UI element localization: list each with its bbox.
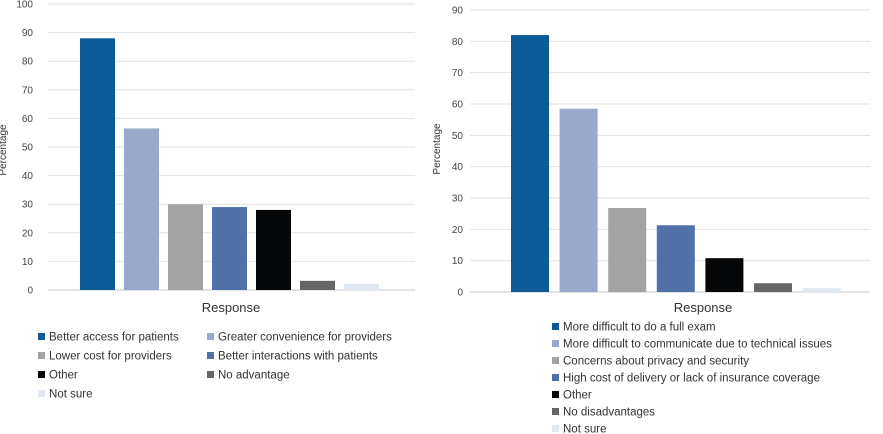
y-tick-label: 70 <box>452 68 464 79</box>
legend-label: Not sure <box>563 424 606 434</box>
legend-swatch <box>207 371 214 378</box>
bar-7 <box>344 283 379 290</box>
y-tick-label: 10 <box>22 257 34 268</box>
legend-swatch <box>552 374 559 381</box>
legend-swatch <box>38 371 45 378</box>
y-tick-label: 70 <box>22 85 34 96</box>
legend-item: No disadvantages <box>552 407 655 419</box>
bar-2 <box>559 108 598 292</box>
y-tick-label: 60 <box>22 114 34 125</box>
legend-swatch <box>552 408 559 415</box>
legend-label: No disadvantages <box>563 407 655 419</box>
y-tick-label: 50 <box>452 131 464 142</box>
y-axis-title: Percentage <box>432 123 443 175</box>
bar-5 <box>705 258 744 292</box>
legend-item: Better interactions with patients <box>207 351 378 363</box>
legend-label: High cost of delivery or lack of insuran… <box>563 373 820 385</box>
chart-disadvantages: 0 10 20 30 40 50 60 70 80 90 Percentage Response Mor… <box>432 6 870 434</box>
y-tick-label: 100 <box>16 0 33 11</box>
legend-swatch <box>38 352 45 359</box>
legend-label: No advantage <box>218 370 290 382</box>
bar-2 <box>124 128 159 290</box>
bar-1 <box>80 38 115 290</box>
bar-4 <box>212 207 247 290</box>
y-axis-title: Percentage <box>0 124 9 176</box>
bar-3 <box>608 208 647 292</box>
y-tick-label: 50 <box>22 143 34 154</box>
legend-label: Better interactions with patients <box>218 351 378 363</box>
legend-item: Not sure <box>552 424 606 434</box>
y-tick-label: 20 <box>452 225 464 236</box>
x-axis-title: Response <box>202 300 261 315</box>
bar-6 <box>754 283 792 292</box>
x-axis-title: Response <box>674 300 733 315</box>
legend-item: No advantage <box>207 370 290 382</box>
legend-swatch <box>38 333 45 340</box>
bar-4 <box>656 225 695 292</box>
legend-swatch <box>552 357 559 364</box>
legend-item: More difficult to communicate due to tec… <box>552 339 832 351</box>
legend-swatch <box>207 352 214 359</box>
legend-label: Lower cost for providers <box>49 351 172 363</box>
legend-swatch <box>38 390 45 397</box>
y-tick-label: 30 <box>452 194 464 205</box>
y-tick-label: 60 <box>452 100 464 111</box>
y-tick-label: 80 <box>22 57 34 68</box>
y-tick-label: 0 <box>457 288 463 299</box>
legend-swatch <box>552 340 559 347</box>
legend-item: Concerns about privacy and security <box>552 356 749 368</box>
legend-label: Greater convenience for providers <box>218 332 392 344</box>
legend-swatch <box>552 391 559 398</box>
bar-1 <box>511 35 549 293</box>
legend-label: Concerns about privacy and security <box>563 356 749 368</box>
y-tick-label: 40 <box>22 171 34 182</box>
legend-label: Other <box>563 390 592 402</box>
legend-item: High cost of delivery or lack of insuran… <box>552 373 820 385</box>
legend-item: More difficult to do a full exam <box>552 322 716 334</box>
y-tick-label: 20 <box>22 228 34 239</box>
y-tick-label: 90 <box>22 28 34 39</box>
legend-item: Other <box>38 370 78 382</box>
legend-item: Better access for patients <box>38 332 179 344</box>
legend-swatch <box>207 333 214 340</box>
y-tick-label: 0 <box>27 286 33 297</box>
y-tick-label: 40 <box>452 162 464 173</box>
legend-swatch <box>552 425 559 432</box>
legend-swatch <box>552 323 559 330</box>
chart-advantages: 0 10 20 30 40 50 60 70 80 90 100 Percentage Response… <box>0 0 415 401</box>
legend-label: More difficult to communicate due to tec… <box>563 339 832 351</box>
bar-6 <box>300 280 335 290</box>
legend-item: Greater convenience for providers <box>207 332 392 344</box>
bar-5 <box>256 209 291 290</box>
bar-3 <box>168 204 203 290</box>
legend-label: Better access for patients <box>49 332 179 344</box>
y-tick-label: 30 <box>22 200 34 211</box>
y-tick-label: 90 <box>452 6 464 17</box>
legend-label: More difficult to do a full exam <box>563 322 716 334</box>
bar-7 <box>802 288 841 292</box>
y-tick-label: 10 <box>452 256 464 267</box>
legend-label: Not sure <box>49 389 92 401</box>
legend-item: Lower cost for providers <box>38 351 172 363</box>
legend-item: Not sure <box>38 389 92 401</box>
legend-label: Other <box>49 370 78 382</box>
legend-item: Other <box>552 390 592 402</box>
y-tick-label: 80 <box>452 37 464 48</box>
